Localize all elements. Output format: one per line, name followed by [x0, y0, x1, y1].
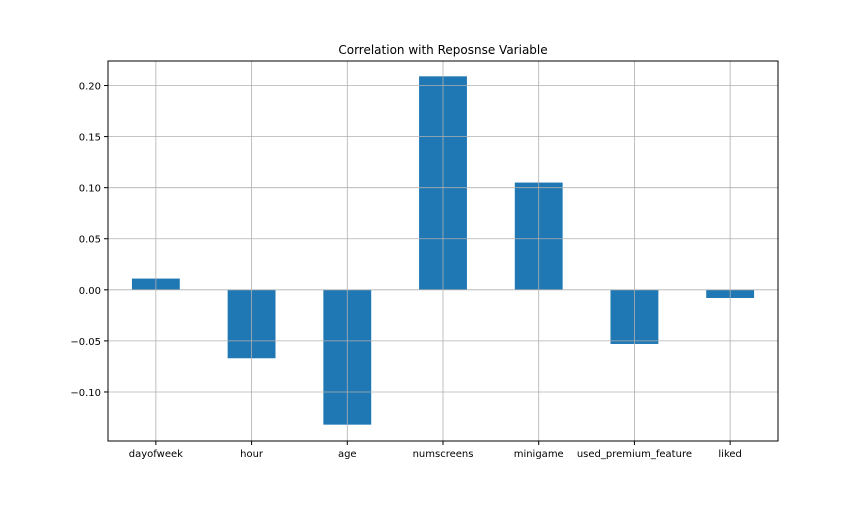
x-tick-label-minigame: minigame: [514, 449, 564, 460]
x-tick-label-age: age: [338, 449, 357, 460]
y-tick-label: 0.20: [79, 82, 101, 93]
x-tick-label-numscreens: numscreens: [413, 449, 474, 460]
axes: −0.10 −0.05 0.00 0.05 0.10 0.15 0.20 dayofweek h…: [70, 60, 779, 460]
x-tick-label-dayofweek: dayofweek: [129, 449, 183, 460]
y-tick-label: 0.10: [79, 184, 101, 195]
chart-title: Correlation with Reposnse Variable: [338, 43, 547, 57]
y-tick-label: 0.15: [79, 133, 101, 144]
x-tick-label-used_premium_feature: used_premium_feature: [577, 449, 692, 460]
y-tick-label: 0.05: [79, 235, 101, 246]
grid-lines: [108, 61, 778, 441]
y-tick-label: −0.05: [70, 337, 101, 348]
x-tick-label-liked: liked: [718, 449, 742, 460]
x-tick-label-hour: hour: [240, 449, 264, 460]
y-tick-label: −0.10: [70, 388, 101, 399]
y-tick-label: 0.00: [79, 286, 101, 297]
